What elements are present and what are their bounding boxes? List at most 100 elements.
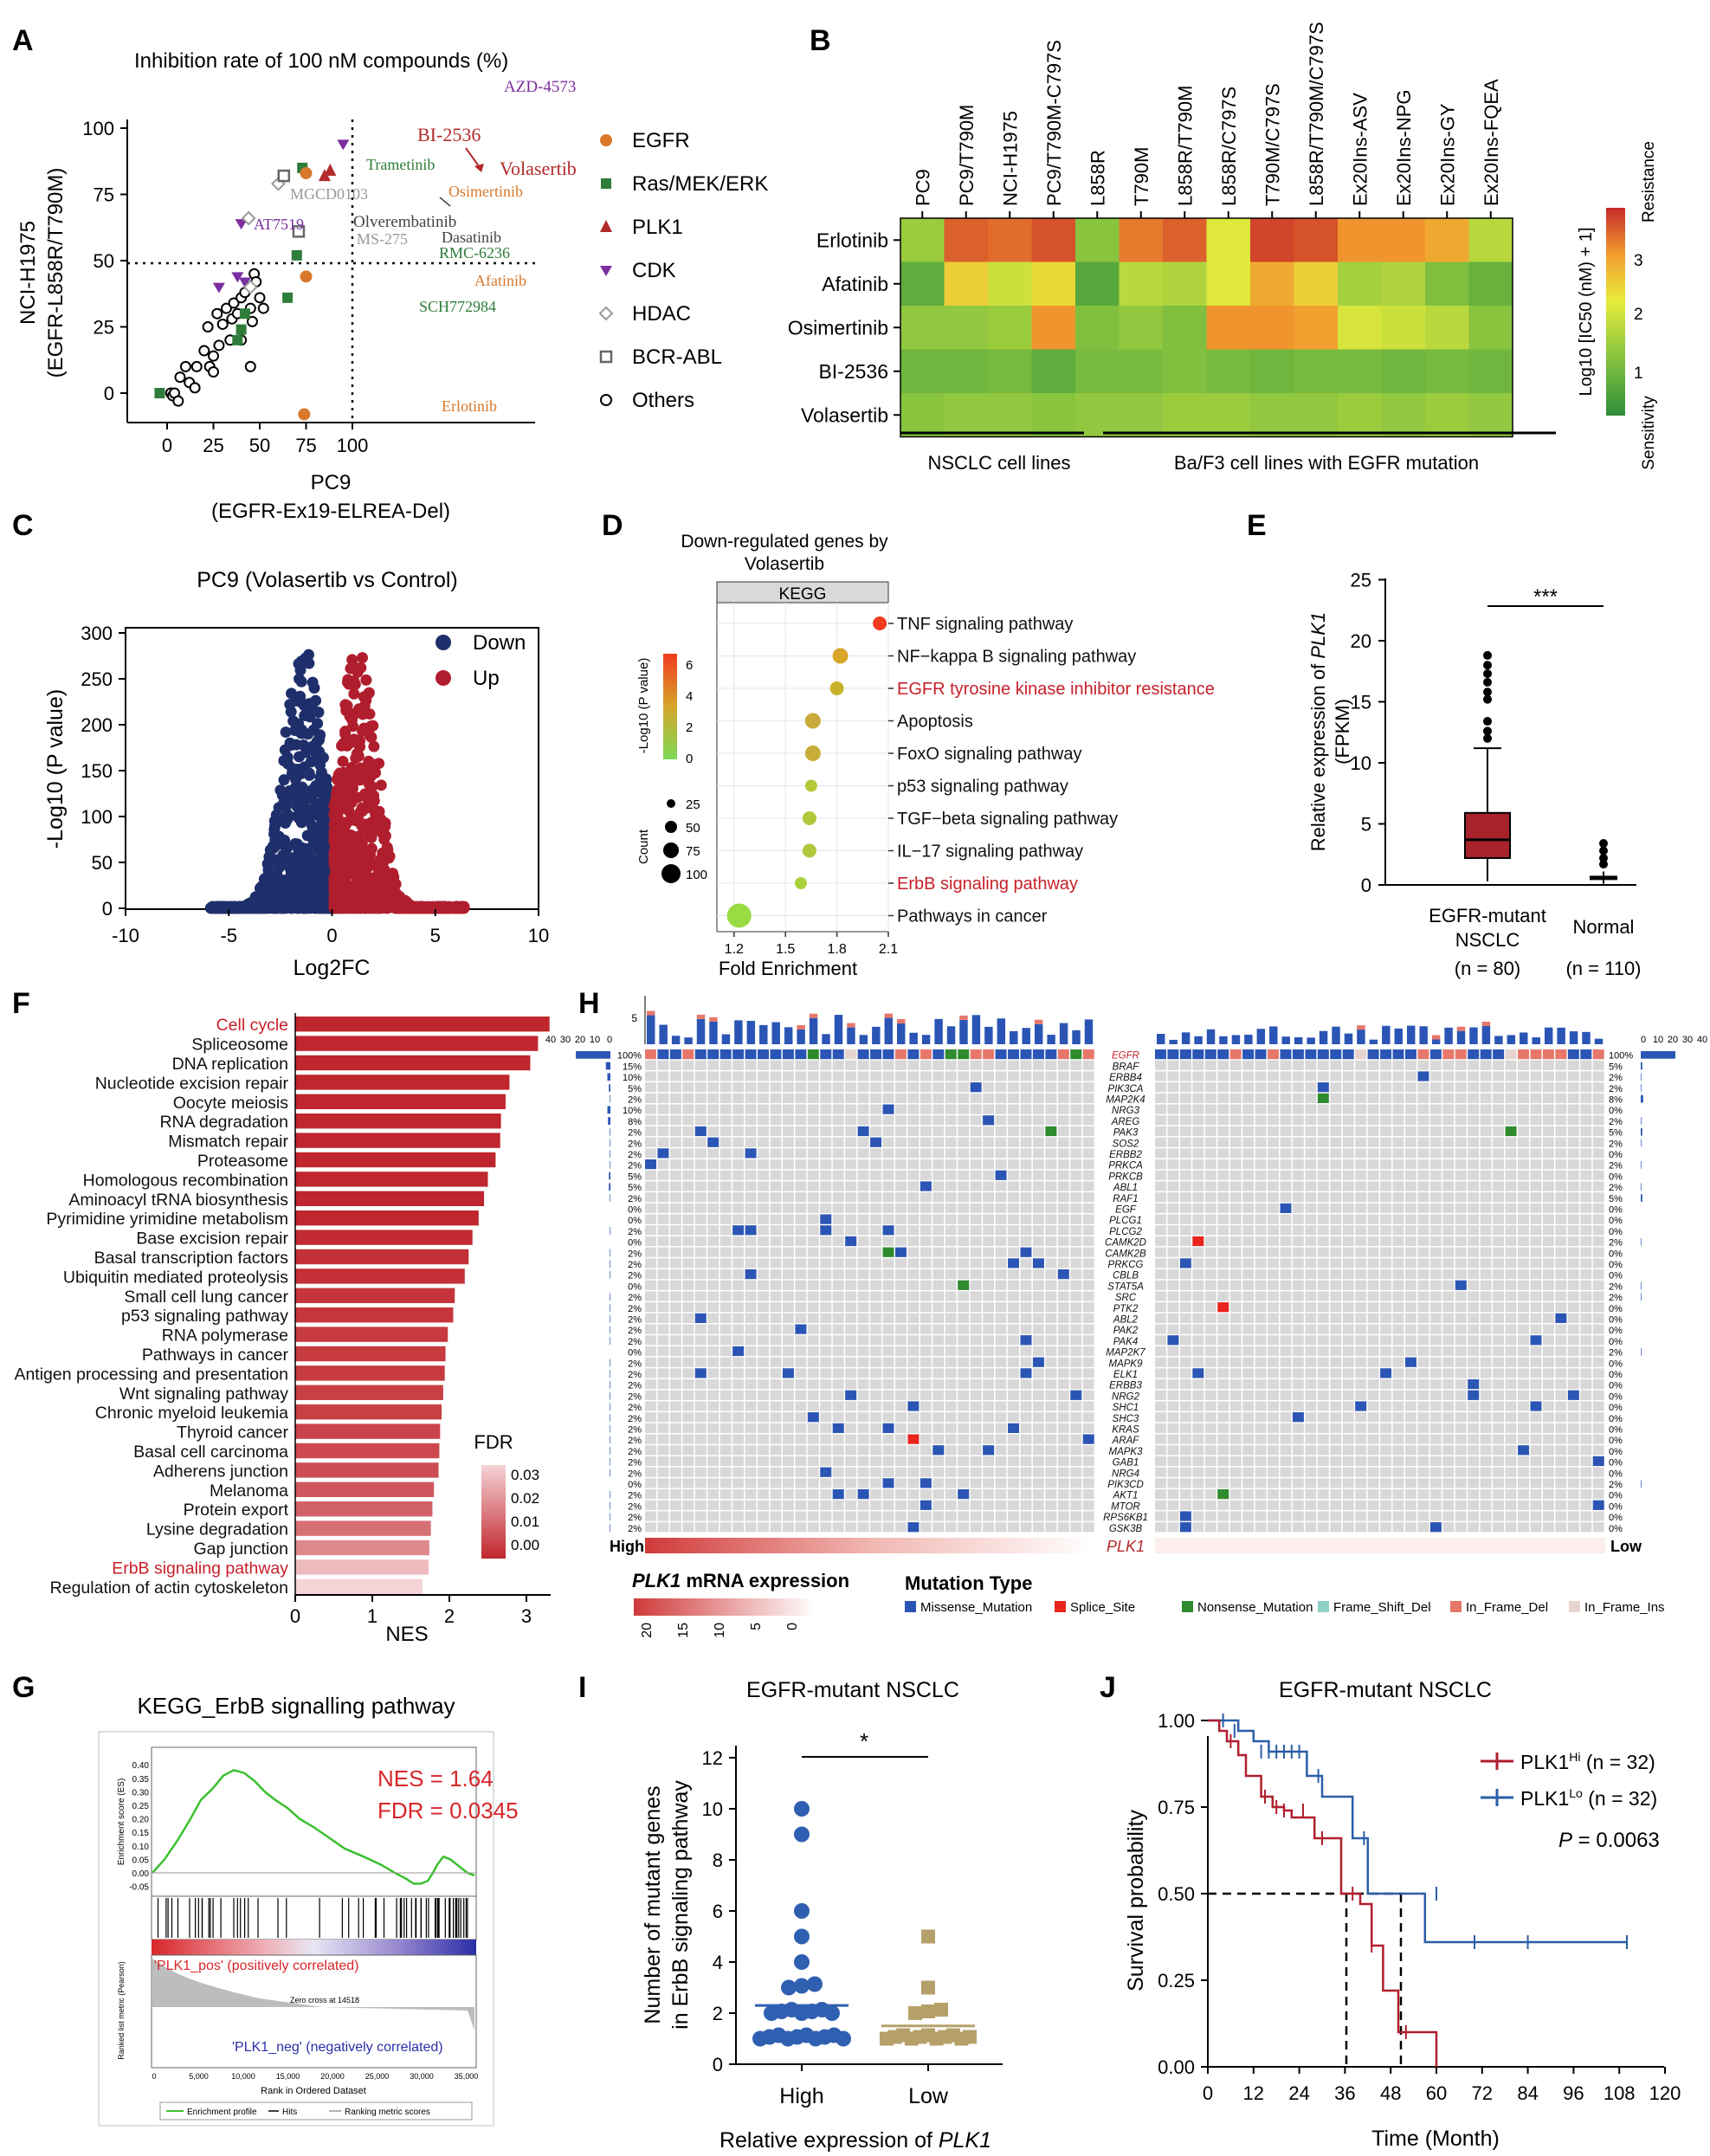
onco-cell [732, 1181, 745, 1191]
onco-cell [1380, 1511, 1392, 1521]
onco-cell [1305, 1445, 1317, 1456]
onco-cell [745, 1170, 757, 1180]
onco-cell [758, 1192, 769, 1203]
onco-cell [983, 1082, 995, 1093]
onco-cell [682, 1368, 694, 1378]
onco-cell [1008, 1401, 1019, 1411]
onco-cell [1057, 1434, 1069, 1444]
onco-cell [958, 1511, 970, 1521]
onco-cell [795, 1390, 807, 1400]
onco-cell [958, 1203, 970, 1213]
onco-cell [707, 1269, 719, 1280]
onco-cell [1155, 1324, 1166, 1334]
onco-cell [1082, 1247, 1094, 1257]
onco-cell [1367, 1401, 1379, 1411]
onco-cell [1355, 1511, 1367, 1521]
onco-cell [758, 1280, 769, 1290]
volcano-point-up [355, 662, 367, 674]
onco-cell [882, 1357, 894, 1367]
onco-cell [1367, 1104, 1379, 1114]
onco-cell [682, 1115, 694, 1126]
onco-cell [645, 1082, 656, 1093]
onco-cell [732, 1522, 745, 1533]
onco-cell [1179, 1071, 1191, 1081]
onco-cell [1317, 1467, 1329, 1477]
onco-cell [1070, 1104, 1082, 1114]
onco-cell [1355, 1236, 1367, 1247]
onco-cell [770, 1214, 782, 1224]
onco-cell [1405, 1346, 1416, 1357]
volcano-point-down [290, 781, 302, 793]
panel-b-heatmap: PC9 PC9/T790M NCI-H1975 PC9/T790M-C797S L858… [788, 22, 1658, 474]
d-point [726, 903, 752, 928]
onco-cell [1292, 1313, 1304, 1323]
onco-cell [1229, 1203, 1242, 1213]
onco-egfr-cell [745, 1049, 757, 1060]
heatmap-cell [1338, 349, 1382, 394]
onco-cell [870, 1093, 882, 1103]
d-cbar-tick: 0 [686, 752, 693, 766]
onco-cell [1380, 1434, 1392, 1444]
onco-cell [1442, 1082, 1455, 1093]
onco-cell [807, 1445, 819, 1456]
onco-cell [1330, 1093, 1342, 1103]
onco-cell [1392, 1148, 1404, 1159]
onco-cell [645, 1368, 656, 1378]
onco-cell [1032, 1126, 1044, 1137]
volcano-point-up [363, 724, 375, 736]
onco-cell [1242, 1115, 1255, 1126]
onco-cell [795, 1082, 807, 1093]
e-ytick-label: 20 [1351, 630, 1371, 652]
onco-cell [719, 1434, 732, 1444]
onco-cell [832, 1280, 844, 1290]
onco-cell [1167, 1423, 1179, 1433]
onco-cell [1057, 1225, 1069, 1236]
onco-cell [807, 1522, 819, 1533]
onco-cell [832, 1192, 844, 1203]
onco-cell [1317, 1511, 1329, 1521]
cbar-tick: 2 [1634, 306, 1643, 324]
onco-cell [782, 1412, 794, 1423]
onco-cell [1292, 1060, 1304, 1070]
onco-cell [932, 1214, 945, 1224]
a-point-erlotinib [298, 408, 311, 421]
onco-cell [920, 1456, 932, 1467]
onco-cell [1280, 1236, 1292, 1247]
panel-d-colorbar-title: -Log10 (P value) [636, 658, 651, 754]
onco-cell [970, 1324, 982, 1334]
a-other-point [198, 345, 210, 357]
onco-cell [707, 1489, 719, 1500]
onco-cell [694, 1511, 707, 1521]
onco-cell [645, 1456, 656, 1467]
onco-cell [1317, 1456, 1329, 1467]
onco-cell [1367, 1060, 1379, 1070]
onco-cell [1280, 1500, 1292, 1510]
onco-cell [807, 1313, 819, 1323]
onco-cell [1292, 1203, 1304, 1213]
volcano-point-down [278, 754, 290, 766]
onco-cell [1417, 1313, 1429, 1323]
onco-cell [1082, 1060, 1094, 1070]
onco-cell [1305, 1071, 1317, 1081]
onco-cell [1155, 1511, 1166, 1521]
panel-c-volcano: PC9 (Volasertib vs Control) -10 -5 0 5 10050… [43, 568, 549, 980]
onco-cell [1008, 1291, 1019, 1301]
onco-cell [782, 1390, 794, 1400]
volcano-point-up [360, 674, 372, 686]
onco-cell [707, 1236, 719, 1247]
onco-cell [1417, 1060, 1429, 1070]
onco-cell [945, 1500, 957, 1510]
heatmap-cell [1250, 349, 1294, 394]
onco-cell [870, 1126, 882, 1137]
onco-cell [1229, 1346, 1242, 1357]
onco-cell [1268, 1291, 1279, 1301]
onco-cell [832, 1060, 844, 1070]
onco-cell [795, 1379, 807, 1390]
onco-egfr-cell [995, 1049, 1007, 1060]
onco-cell [1367, 1379, 1379, 1390]
onco-cell [1242, 1159, 1255, 1170]
onco-cell [832, 1269, 844, 1280]
heatmap-cell [1250, 306, 1294, 350]
onco-cell [1305, 1082, 1317, 1093]
onco-cell [1280, 1522, 1292, 1533]
